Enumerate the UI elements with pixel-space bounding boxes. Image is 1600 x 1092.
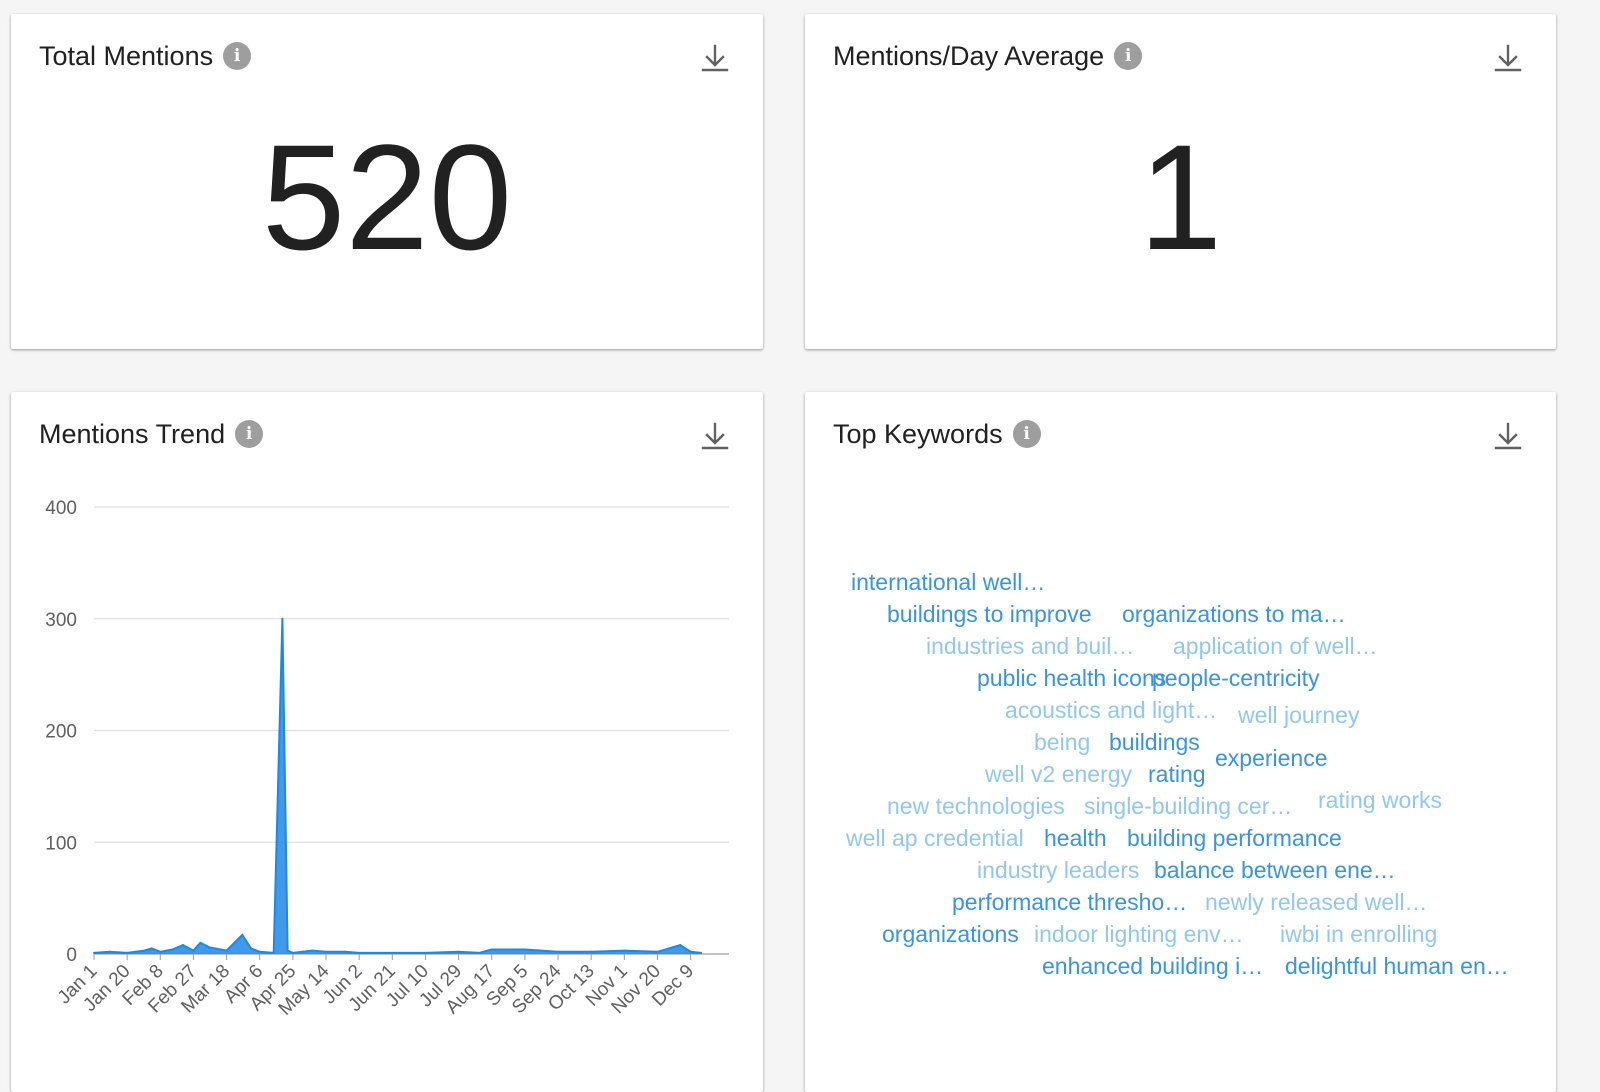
data-point[interactable] <box>199 941 202 944</box>
keyword[interactable]: rating works <box>1318 787 1442 813</box>
keyword[interactable]: people-centricity <box>1152 665 1320 691</box>
info-icon[interactable]: i <box>235 420 264 448</box>
data-point[interactable] <box>192 949 195 952</box>
keyword[interactable]: balance between ene… <box>1154 857 1396 883</box>
keyword[interactable]: industries and buil… <box>926 633 1135 659</box>
card-title: Mentions Trend <box>39 418 226 449</box>
data-point[interactable] <box>272 951 275 954</box>
data-point[interactable] <box>523 948 526 951</box>
data-point[interactable] <box>656 950 659 953</box>
mentions-per-day-card: Mentions/Day Average i 1 <box>805 14 1556 349</box>
data-point[interactable] <box>344 950 347 953</box>
top-keywords-card: Top Keywords i international well… buildi… <box>805 392 1556 1092</box>
data-point[interactable] <box>679 944 682 947</box>
keyword[interactable]: enhanced building i… <box>1042 953 1264 979</box>
data-point[interactable] <box>358 951 361 954</box>
keyword[interactable]: well v2 energy <box>985 761 1133 787</box>
keyword[interactable]: rating <box>1148 761 1206 787</box>
series-area <box>94 618 702 954</box>
keyword[interactable]: acoustics and light… <box>1005 697 1218 723</box>
info-icon[interactable]: i <box>223 42 252 70</box>
data-point[interactable] <box>457 950 460 953</box>
keyword[interactable]: industry leaders <box>977 857 1140 883</box>
keyword[interactable]: iwbi in enrolling <box>1280 921 1438 947</box>
mentions-trend-card: Mentions Trend i 0 100 200 300 400 Jan 1 Jan 2… <box>11 392 763 1092</box>
keyword-cloud: international well… buildings to improve o… <box>805 392 1556 1092</box>
keyword[interactable]: well journey <box>1238 702 1360 728</box>
keyword[interactable]: buildings to improve <box>887 601 1092 627</box>
y-tick-label: 300 <box>45 610 77 631</box>
data-point[interactable] <box>478 951 481 954</box>
keyword[interactable]: organizations <box>882 921 1019 947</box>
keyword[interactable]: experience <box>1215 745 1328 771</box>
y-tick-label: 100 <box>45 833 77 854</box>
keyword[interactable]: single-building cer… <box>1084 793 1293 819</box>
keyword[interactable]: well ap credential <box>846 825 1024 851</box>
data-point[interactable] <box>281 617 284 620</box>
total-mentions-value: 520 <box>261 113 513 281</box>
keyword[interactable]: new technologies <box>887 793 1065 819</box>
data-point[interactable] <box>126 951 129 954</box>
keyword[interactable]: delightful human en… <box>1285 953 1509 979</box>
data-point[interactable] <box>143 949 146 952</box>
data-point[interactable] <box>159 950 162 953</box>
download-icon[interactable] <box>697 418 733 454</box>
card-header: Top Keywords i <box>833 414 1528 454</box>
data-point[interactable] <box>623 949 626 952</box>
keyword[interactable]: building performance <box>1127 825 1342 851</box>
data-point[interactable] <box>590 950 593 953</box>
y-tick-label: 200 <box>45 722 77 743</box>
data-point[interactable] <box>311 949 314 952</box>
download-icon[interactable] <box>1490 40 1526 76</box>
keyword[interactable]: performance thresho… <box>952 889 1188 915</box>
data-point[interactable] <box>241 934 244 937</box>
data-point[interactable] <box>181 944 184 947</box>
data-point[interactable] <box>557 950 560 953</box>
data-point[interactable] <box>391 951 394 954</box>
card-title: Total Mentions <box>39 40 214 71</box>
keyword[interactable]: indoor lighting env… <box>1034 921 1244 947</box>
card-header: Mentions Trend i <box>39 414 735 454</box>
series-line <box>93 618 702 954</box>
keyword[interactable]: organizations to ma… <box>1122 601 1346 627</box>
download-icon[interactable] <box>697 40 733 76</box>
data-point[interactable] <box>225 949 228 952</box>
data-point[interactable] <box>150 947 153 950</box>
card-header: Total Mentions i <box>39 36 735 76</box>
data-point[interactable] <box>490 948 493 951</box>
info-icon[interactable]: i <box>1114 42 1143 70</box>
data-point[interactable] <box>93 951 95 954</box>
data-point[interactable] <box>171 948 174 951</box>
data-point[interactable] <box>250 947 253 950</box>
card-title: Top Keywords <box>833 418 1003 449</box>
total-mentions-card: Total Mentions i 520 <box>11 14 763 349</box>
mentions-per-day-value: 1 <box>1138 113 1223 281</box>
y-tick-label: 0 <box>66 945 77 966</box>
keyword[interactable]: being <box>1034 729 1091 755</box>
keyword[interactable]: newly released well… <box>1205 889 1428 915</box>
keyword[interactable]: international well… <box>851 569 1046 595</box>
data-point[interactable] <box>689 950 692 953</box>
data-point[interactable] <box>325 950 328 953</box>
keyword[interactable]: public health icons <box>977 665 1167 691</box>
card-title: Mentions/Day Average <box>833 40 1105 71</box>
data-point[interactable] <box>291 951 294 954</box>
card-header: Mentions/Day Average i <box>833 36 1528 76</box>
data-point[interactable] <box>700 951 703 954</box>
keyword[interactable]: application of well… <box>1173 633 1378 659</box>
download-icon[interactable] <box>1490 418 1526 454</box>
data-point[interactable] <box>108 950 111 953</box>
data-point[interactable] <box>258 950 261 953</box>
keyword[interactable]: health <box>1044 825 1107 851</box>
data-point[interactable] <box>208 946 211 949</box>
keyword[interactable]: buildings <box>1109 729 1200 755</box>
data-point[interactable] <box>286 949 289 952</box>
y-tick-label: 400 <box>45 498 77 519</box>
info-icon[interactable]: i <box>1012 420 1041 448</box>
data-point[interactable] <box>424 951 427 954</box>
